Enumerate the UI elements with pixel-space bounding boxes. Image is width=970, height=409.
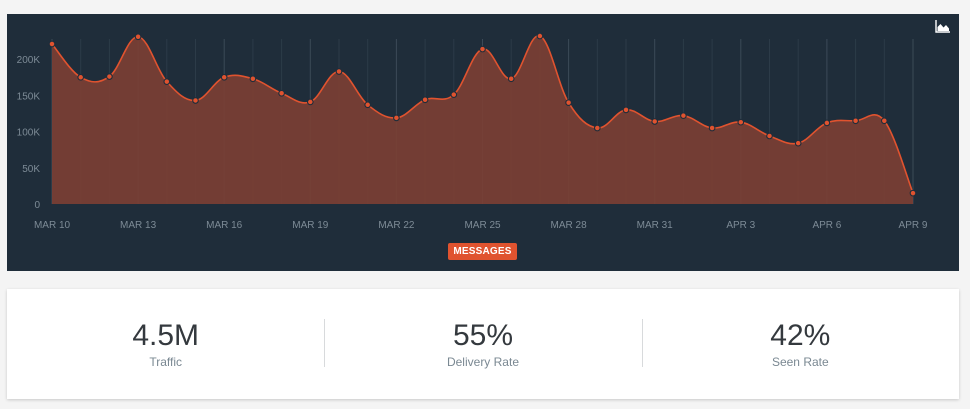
- data-point: [507, 75, 515, 83]
- y-tick-label: 0: [34, 200, 40, 211]
- x-tick-label: MAR 19: [292, 220, 329, 231]
- stat-label: Traffic: [149, 355, 182, 369]
- data-point: [364, 101, 372, 109]
- data-point: [593, 124, 601, 132]
- data-point: [278, 89, 285, 97]
- data-point: [880, 117, 888, 125]
- x-tick-label: MAR 13: [120, 220, 157, 231]
- stat-traffic: 4.5M Traffic: [7, 319, 324, 369]
- data-point: [852, 117, 859, 125]
- data-point: [450, 91, 458, 99]
- data-point: [737, 118, 745, 126]
- x-tick-label: APR 9: [899, 220, 928, 231]
- stat-seen-rate: 42% Seen Rate: [641, 319, 959, 369]
- legend-messages-button[interactable]: MESSAGES: [448, 243, 517, 260]
- data-point: [335, 68, 343, 75]
- x-tick-label: APR 3: [726, 220, 755, 231]
- x-tick-label: MAR 22: [378, 220, 415, 231]
- data-point: [565, 99, 572, 106]
- data-point: [823, 119, 831, 127]
- data-point: [192, 97, 199, 104]
- data-point: [909, 189, 917, 197]
- stat-label: Delivery Rate: [446, 355, 519, 369]
- stat-value: 42%: [770, 319, 831, 352]
- x-tick-label: MAR 25: [464, 220, 501, 231]
- data-point: [651, 118, 659, 125]
- data-point: [794, 139, 802, 147]
- data-point: [622, 106, 630, 114]
- data-point: [421, 96, 429, 104]
- area-chart-icon[interactable]: [935, 20, 951, 33]
- y-tick-label: 50K: [22, 164, 40, 175]
- data-point: [306, 98, 314, 106]
- y-tick-label: 200K: [17, 55, 41, 66]
- y-tick-label: 150K: [17, 91, 41, 102]
- data-point: [766, 132, 773, 140]
- data-point: [479, 45, 486, 53]
- x-tick-label: MAR 10: [34, 220, 71, 231]
- data-point: [708, 124, 716, 132]
- x-tick-label: APR 6: [812, 220, 841, 231]
- stat-value: 55%: [452, 319, 514, 352]
- messages-area-chart: 0 50K 100K 150K 200K MAR 10 MAR 13 MAR 16 MAR 19…: [17, 32, 928, 231]
- stat-value: 4.5M: [132, 319, 200, 352]
- chart-panel: 0 50K 100K 150K 200K MAR 10 MAR 13 MAR 16 MAR 19…: [7, 14, 959, 271]
- data-point: [163, 78, 171, 85]
- x-tick-label: MAR 31: [637, 220, 674, 231]
- y-tick-label: 100K: [17, 128, 41, 139]
- data-point: [680, 112, 687, 120]
- data-point: [393, 114, 400, 122]
- data-point: [249, 75, 257, 83]
- x-tick-label: MAR 16: [206, 220, 243, 231]
- stats-card: 4.5M Traffic 55% Delivery Rate 42% Seen …: [7, 289, 959, 399]
- stat-delivery-rate: 55% Delivery Rate: [324, 319, 641, 369]
- stat-label: Seen Rate: [771, 355, 829, 369]
- series-area-fill: [52, 35, 913, 205]
- data-point: [536, 32, 544, 40]
- data-point: [134, 33, 142, 41]
- data-point: [77, 73, 85, 81]
- data-point: [106, 73, 113, 80]
- data-point: [220, 73, 228, 81]
- x-tick-label: MAR 28: [551, 220, 588, 231]
- data-point: [48, 40, 56, 48]
